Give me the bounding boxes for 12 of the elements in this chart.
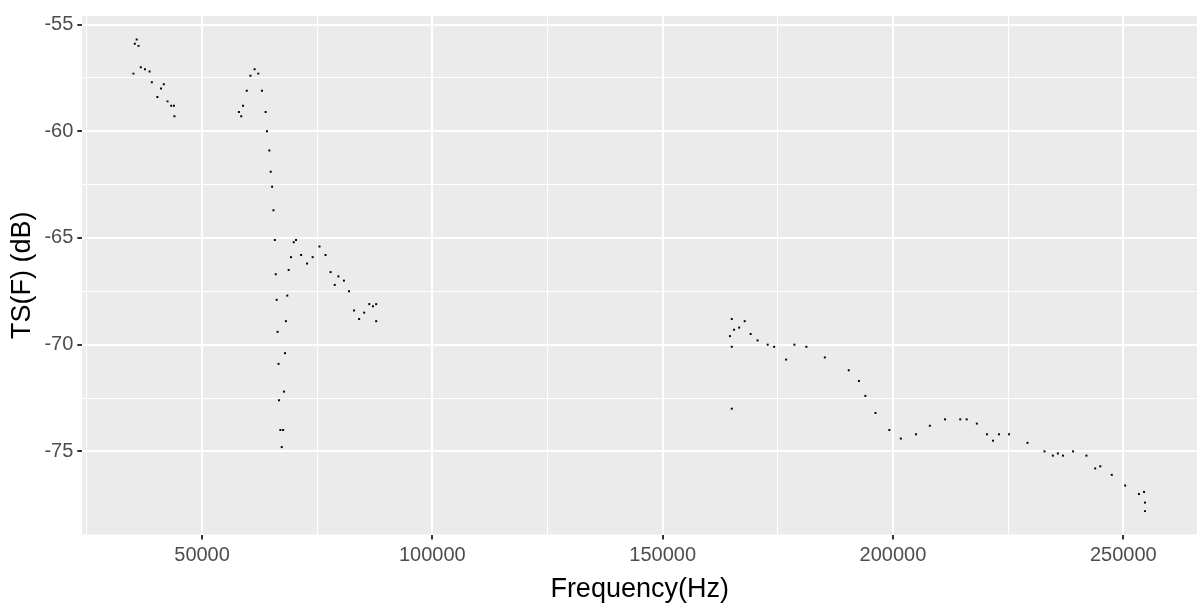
y-tick-label: -60 xyxy=(44,118,74,141)
y-tick-label: -65 xyxy=(44,225,74,248)
x-tick-label: 50000 xyxy=(174,543,230,566)
x-tick-label: 200000 xyxy=(859,543,927,566)
y-tick-label: -75 xyxy=(44,438,74,461)
y-tick-label: -70 xyxy=(44,332,74,355)
y-tick-label: -55 xyxy=(44,12,74,35)
x-tick-label: 150000 xyxy=(629,543,697,566)
x-tick-label: 250000 xyxy=(1089,543,1157,566)
x-tick-label: 100000 xyxy=(399,543,466,566)
x-axis-title: Frequency(Hz) xyxy=(550,573,729,604)
y-axis-title: TS(F) (dB) xyxy=(5,211,36,340)
